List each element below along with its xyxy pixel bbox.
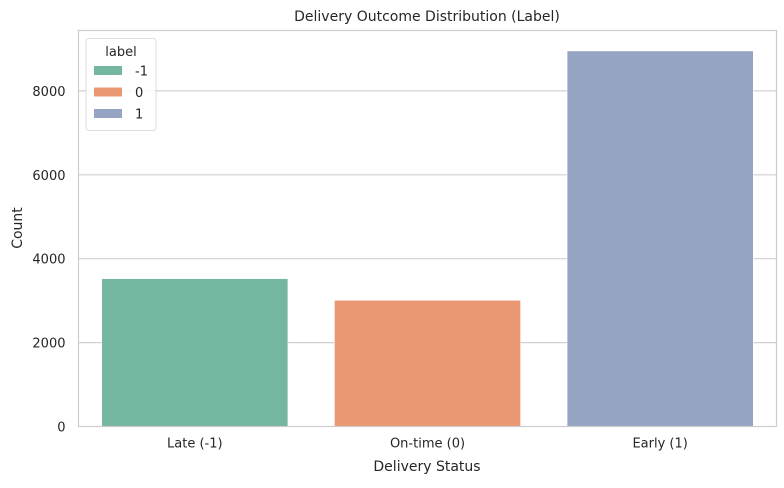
legend-swatch [94, 109, 122, 118]
y-tick-label: 8000 [32, 85, 65, 100]
legend: label -1 0 1 [85, 38, 157, 131]
chart-title: Delivery Outcome Distribution (Label) [294, 9, 560, 25]
y-tick-label: 2000 [32, 337, 65, 352]
legend-swatch [94, 66, 122, 75]
legend-swatch [94, 87, 122, 97]
legend-entry: 1 [135, 108, 143, 123]
y-tick-label: 6000 [32, 169, 65, 184]
plot-frame [77, 29, 778, 428]
legend-title: label [105, 45, 136, 60]
legend-box [85, 38, 157, 131]
y-tick-label: 0 [57, 421, 65, 436]
bar-1 [334, 300, 521, 427]
bar-0 [101, 278, 289, 427]
y-axis-label: Count [10, 207, 26, 249]
x-tick-label: On-time (0) [390, 437, 465, 452]
x-tick-label: Early (1) [632, 437, 687, 452]
bar-2 [566, 50, 754, 427]
x-axis-label: Delivery Status [373, 459, 480, 475]
x-tick-label: Late (-1) [167, 437, 223, 452]
legend-entry: 0 [135, 86, 143, 101]
legend-entry: -1 [135, 65, 148, 80]
y-tick-label: 4000 [32, 253, 65, 268]
